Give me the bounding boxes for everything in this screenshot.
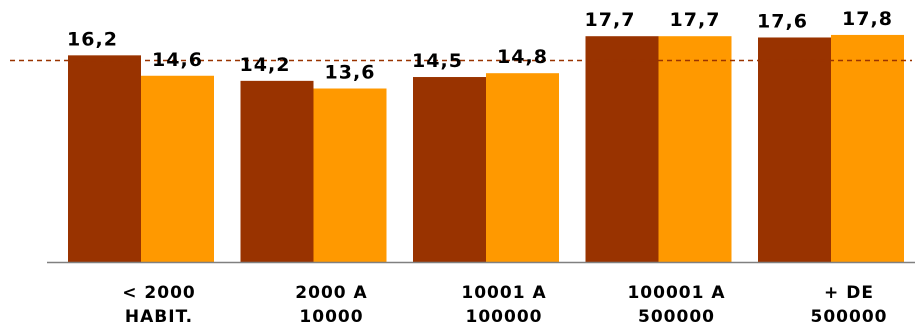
bar-series2-cat3: [486, 73, 559, 262]
value-label-series2-cat5: 17,8: [842, 8, 893, 30]
value-label-series1-cat2: 14,2: [240, 54, 291, 76]
category-label-4-line2: 500000: [638, 307, 715, 327]
category-label-1-line2: HABIT.: [125, 307, 193, 327]
category-label-3-line2: 100000: [466, 307, 543, 327]
value-label-series2-cat3: 14,8: [497, 46, 548, 68]
category-label-4-line1: 100001 A: [627, 283, 725, 303]
value-label-series1-cat4: 17,7: [585, 9, 636, 31]
category-label-2-line1: 2000 A: [295, 283, 367, 303]
bars-group: [68, 34, 904, 263]
value-label-series1-cat5: 17,6: [757, 10, 808, 32]
bar-series2-cat1: [141, 75, 214, 263]
value-label-series1-cat3: 14,5: [412, 50, 463, 72]
category-label-3-line1: 10001 A: [461, 283, 546, 303]
category-label-5-line2: 500000: [811, 307, 888, 327]
bar-series2-cat5: [831, 34, 904, 262]
bar-series1-cat1: [68, 55, 141, 262]
category-label-2-line2: 10000: [299, 307, 363, 327]
bar-series1-cat5: [758, 37, 831, 262]
bar-series2-cat2: [313, 88, 387, 262]
category-labels-group: < 2000 HABIT. 2000 A 10000 10001 A 100000 1000…: [122, 283, 888, 327]
value-label-series1-cat1: 16,2: [67, 28, 118, 50]
bar-series1-cat2: [240, 80, 314, 262]
bar-series1-cat3: [413, 77, 486, 262]
value-labels-group: 16,2 14,6 14,2 13,6 14,5 14,8 17,7 17,7 17,6 17,8: [67, 8, 893, 84]
bar-series2-cat4: [658, 36, 732, 262]
value-label-series2-cat2: 13,6: [325, 62, 376, 84]
category-label-1-line1: < 2000: [122, 283, 195, 303]
value-label-series2-cat1: 14,6: [152, 49, 203, 71]
category-label-5-line1: + DE: [824, 283, 874, 303]
value-label-series2-cat4: 17,7: [670, 9, 721, 31]
bar-series1-cat4: [585, 36, 659, 262]
